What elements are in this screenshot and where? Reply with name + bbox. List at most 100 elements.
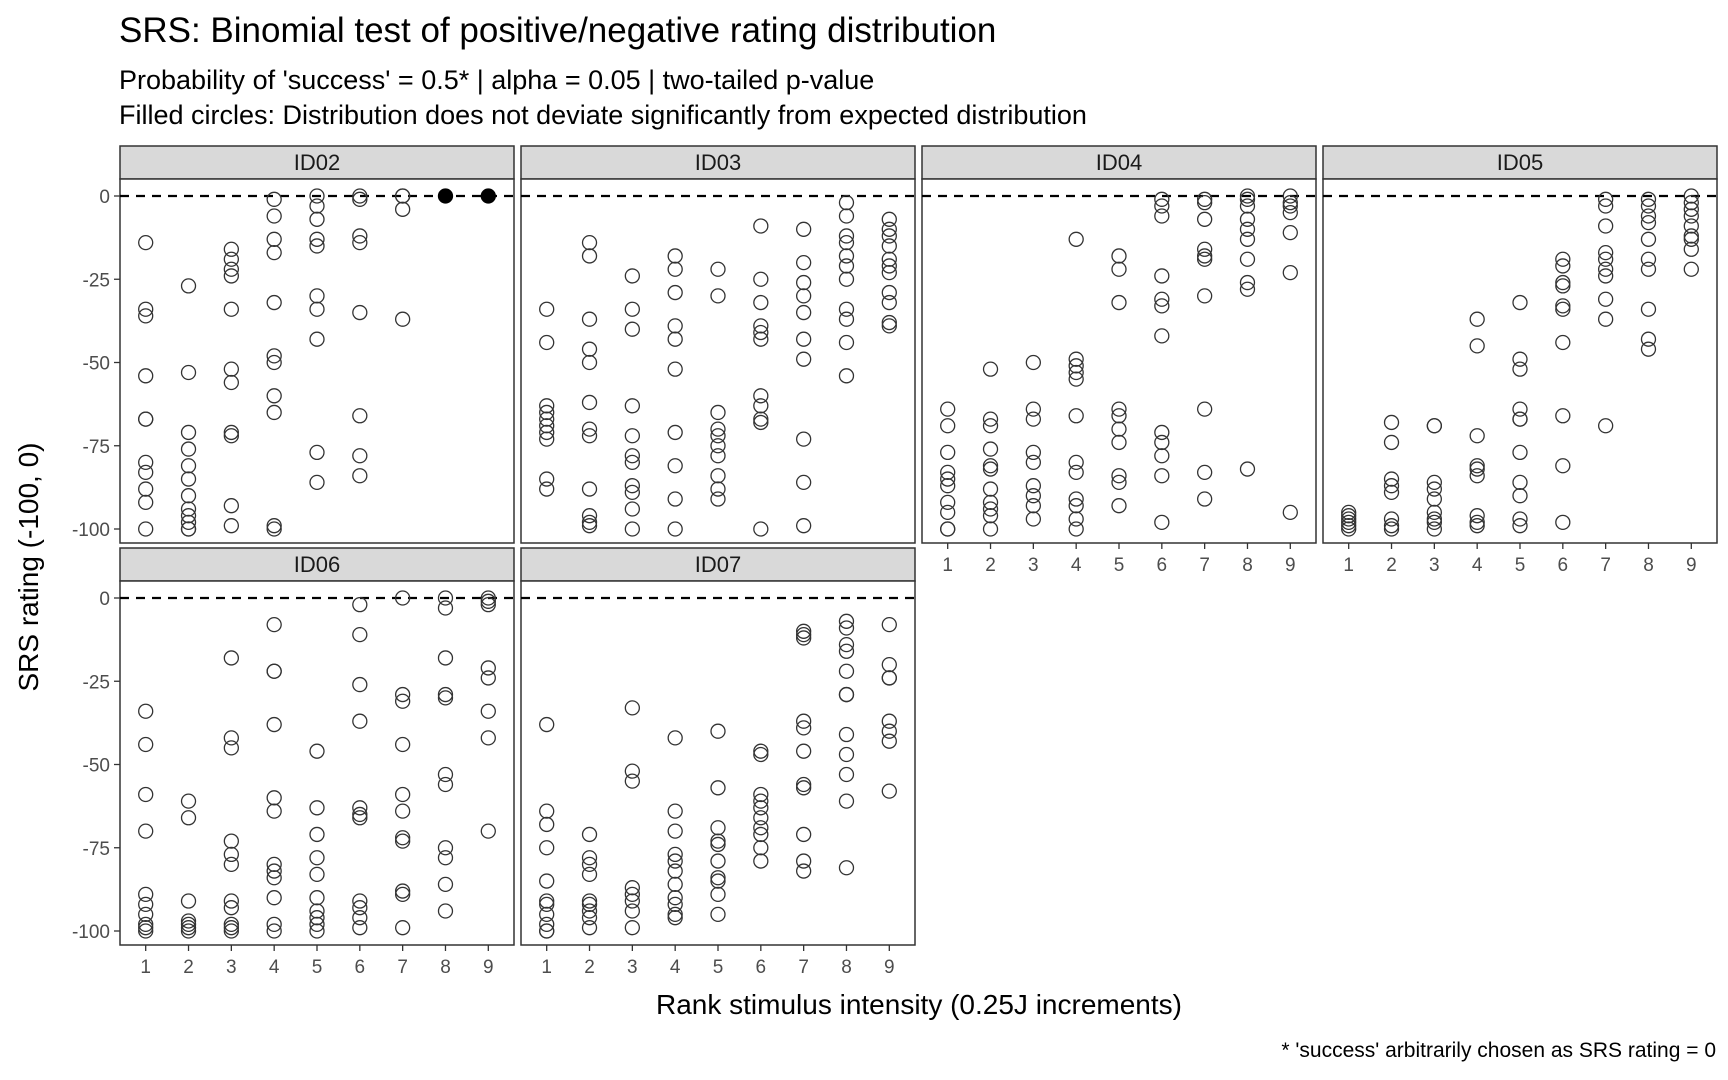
data-point <box>480 590 496 606</box>
data-point <box>667 261 683 277</box>
data-point <box>223 374 239 391</box>
facet-strip-label: ID04 <box>1096 150 1142 175</box>
data-point <box>1154 268 1170 284</box>
data-point <box>1683 201 1699 217</box>
data-point <box>223 268 239 284</box>
data-point <box>138 906 154 922</box>
data-point <box>437 686 454 703</box>
data-point <box>1683 228 1699 244</box>
data-point <box>1469 428 1485 444</box>
data-point <box>1068 464 1084 481</box>
data-point <box>1341 504 1357 520</box>
data-point <box>1341 514 1357 530</box>
data-point <box>1239 198 1256 214</box>
data-point <box>223 893 239 909</box>
data-point <box>1640 191 1657 207</box>
data-point <box>352 408 368 424</box>
data-point <box>982 411 999 427</box>
facet-plot-area <box>119 580 515 946</box>
data-point <box>223 650 239 666</box>
data-point <box>940 418 956 434</box>
facet-panel-ID02: ID02 0 -25 -50 -75 -100 <box>72 145 515 544</box>
data-point <box>881 733 897 749</box>
data-point <box>1282 224 1298 241</box>
facet-plot-area <box>921 178 1317 544</box>
x-tick-label: 4 <box>1071 555 1082 576</box>
data-point <box>624 398 640 414</box>
data-point <box>138 923 154 939</box>
data-point <box>138 703 154 719</box>
data-point <box>1512 518 1528 534</box>
data-point <box>180 521 197 537</box>
data-point <box>266 790 282 806</box>
data-point <box>982 521 999 537</box>
data-point <box>838 208 855 224</box>
data-point <box>982 461 999 477</box>
data-point <box>395 736 411 753</box>
data-point <box>838 234 855 251</box>
data-point <box>710 906 726 922</box>
data-point <box>1068 364 1084 381</box>
data-point <box>838 301 855 317</box>
data-point <box>1197 195 1213 211</box>
facet-panel-ID06: ID06 0 -25 -50 -75 -100 1 2 3 4 5 6 7 8 9 <box>72 547 515 978</box>
data-point <box>1555 334 1571 351</box>
facet-strip <box>520 547 916 582</box>
data-point <box>223 740 239 756</box>
x-tick-label: 9 <box>483 957 494 978</box>
data-point <box>1239 188 1256 204</box>
data-point <box>940 444 956 461</box>
facet-strip-label: ID06 <box>294 552 340 577</box>
data-point <box>1239 221 1256 237</box>
data-point <box>940 504 956 520</box>
data-point <box>1111 401 1127 417</box>
data-point <box>1068 511 1084 527</box>
data-point <box>1683 218 1699 234</box>
data-point <box>667 846 683 863</box>
data-point <box>1154 208 1170 224</box>
data-point <box>881 221 897 237</box>
data-point <box>667 331 683 347</box>
data-point <box>395 920 411 936</box>
data-point <box>1469 311 1485 327</box>
data-point <box>881 294 897 311</box>
data-point <box>796 274 812 291</box>
data-point <box>881 616 897 633</box>
data-point <box>138 234 154 251</box>
data-point <box>1512 488 1528 504</box>
data-point <box>309 826 325 843</box>
data-point <box>581 893 598 909</box>
data-point <box>539 840 555 856</box>
data-point <box>982 501 999 517</box>
data-point <box>796 623 812 639</box>
data-point <box>940 471 956 487</box>
data-point <box>352 228 368 244</box>
x-tick-label: 6 <box>355 957 366 978</box>
data-point <box>753 840 769 856</box>
data-point <box>180 508 197 524</box>
data-point <box>1383 471 1400 487</box>
y-tick-label: -75 <box>83 437 110 458</box>
data-point <box>309 910 325 926</box>
data-point <box>1068 498 1084 514</box>
data-point <box>266 518 282 534</box>
data-point <box>1512 444 1528 461</box>
data-point <box>881 783 897 799</box>
data-point <box>309 301 325 317</box>
data-point <box>480 823 496 839</box>
data-point <box>539 301 555 317</box>
data-point <box>266 716 282 733</box>
data-point <box>138 736 154 753</box>
data-point <box>138 886 154 903</box>
data-point <box>667 318 683 334</box>
data-point <box>710 836 726 853</box>
data-point <box>266 404 282 421</box>
data-point <box>352 910 368 926</box>
data-point <box>982 458 999 474</box>
data-point <box>539 398 555 414</box>
data-point <box>309 331 325 347</box>
y-tick-label: -100 <box>72 922 110 943</box>
data-point <box>480 597 496 613</box>
data-point <box>667 896 683 913</box>
y-tick-label: -100 <box>72 520 110 541</box>
